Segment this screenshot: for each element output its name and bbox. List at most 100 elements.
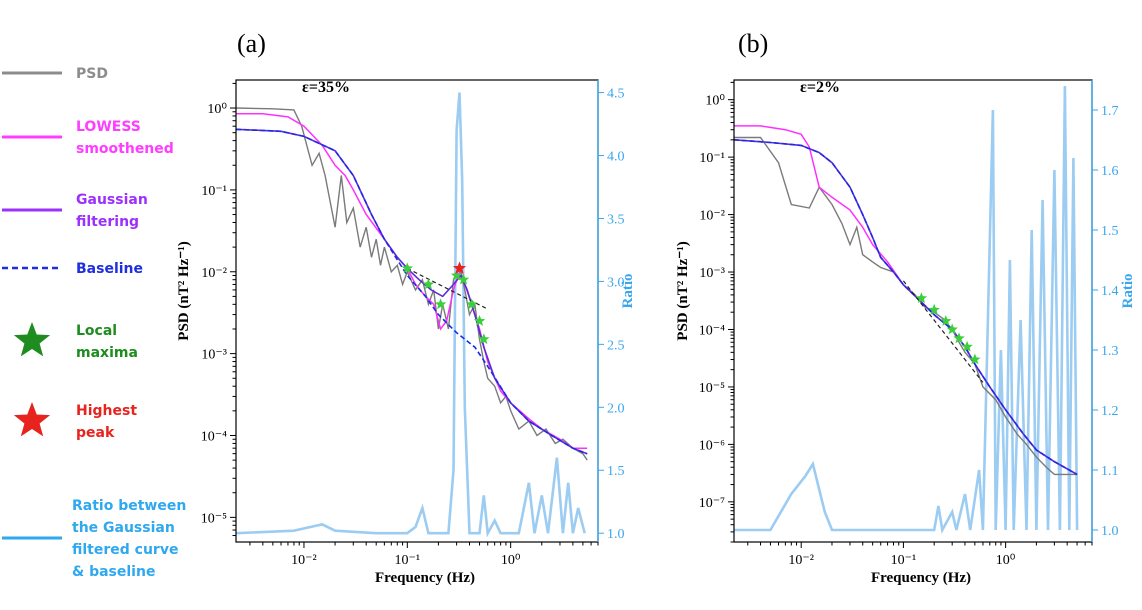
epsilon-annotation: ε=2% <box>800 79 840 96</box>
panel-label: (b) <box>738 29 768 58</box>
y-tick-label: 10⁻³ <box>201 348 227 363</box>
psd-series-line <box>236 107 588 461</box>
ratio-tick-label: 1.7 <box>1101 104 1119 119</box>
legend-label-lowess: LOWESS smoothened <box>76 119 174 157</box>
y-tick-label: 10⁰ <box>705 94 725 109</box>
legend-label-line: smoothened <box>76 141 174 157</box>
plot-area <box>236 92 588 538</box>
local-maximum-marker <box>434 298 447 310</box>
ratio-series-line <box>236 92 586 538</box>
ratio-tick-label: 1.4 <box>1101 284 1119 299</box>
local-maximum-marker <box>450 269 463 281</box>
ratio-tick-label: 1.3 <box>1101 344 1119 359</box>
legend-label-gauss: Gaussian filtering <box>76 192 148 230</box>
ratio-tick-label: 1.2 <box>1101 404 1119 419</box>
legend-label-line: filtering <box>76 214 139 230</box>
legend-label-baseline: Baseline <box>76 261 143 277</box>
plot-area <box>734 85 1079 534</box>
x-tick-label: 10⁰ <box>501 553 521 568</box>
panel-label: (a) <box>237 29 266 58</box>
epsilon-annotation: ε=35% <box>302 79 350 96</box>
ratio-axis-label: Ratio <box>620 274 636 309</box>
legend-label-line: Baseline <box>76 261 143 277</box>
x-tick-label: 10⁻² <box>788 553 814 568</box>
local-maximum-marker <box>422 278 435 290</box>
local-maximum-marker <box>961 340 973 352</box>
ratio-tick-label: 4.5 <box>607 87 625 102</box>
ratio-tick-label: 2.0 <box>607 401 625 416</box>
legend-label-peak: Highest peak <box>76 403 137 441</box>
legend-label-line: maxima <box>76 345 138 361</box>
legend-label-psd: PSD <box>76 66 108 82</box>
legend-swatch-localmax <box>13 322 51 357</box>
y-tick-label: 10⁻⁵ <box>699 381 725 396</box>
y-tick-label: 10⁰ <box>207 102 227 117</box>
legend-label-line: Local <box>76 323 117 339</box>
ratio-tick-label: 1.0 <box>607 527 625 542</box>
trend-fit-line <box>407 267 488 310</box>
ratio-tick-label: 1.0 <box>1101 524 1119 539</box>
y-axis-label: PSD (nT² Hz⁻¹) <box>675 241 691 340</box>
legend-label-localmax: Local maxima <box>76 323 138 361</box>
legend-label-ratio: Ratio between the Gaussian filtered curve &… <box>72 498 186 580</box>
y-tick-label: 10⁻¹ <box>699 151 725 166</box>
ratio-tick-label: 1.5 <box>1101 224 1119 239</box>
baseline-series-line <box>734 139 1078 476</box>
legend-label-line: LOWESS <box>76 119 141 135</box>
x-axis-label: Frequency (Hz) <box>871 570 971 586</box>
y-tick-label: 10⁻⁴ <box>201 429 227 444</box>
baseline-series-line <box>236 128 588 455</box>
ratio-tick-label: 2.5 <box>607 338 625 353</box>
legend-label-line: Ratio between <box>72 498 186 514</box>
x-tick-label: 10⁻¹ <box>891 553 917 568</box>
legend-label-line: Gaussian <box>76 192 148 208</box>
local-maximum-marker <box>457 273 470 285</box>
legend-label-line: peak <box>76 425 115 441</box>
ratio-tick-label: 1.1 <box>1101 464 1119 479</box>
y-tick-label: 10⁻⁶ <box>699 438 725 453</box>
y-tick-label: 10⁻⁵ <box>201 511 227 526</box>
gaussian-series-line <box>236 128 588 455</box>
x-tick-label: 10⁻¹ <box>395 553 421 568</box>
local-maximum-marker <box>401 262 413 274</box>
local-maximum-marker <box>946 323 958 335</box>
legend-label-line: the Gaussian <box>72 520 175 536</box>
local-maximum-marker <box>969 353 981 365</box>
x-tick-label: 10⁰ <box>996 553 1016 568</box>
y-tick-label: 10⁻² <box>201 266 227 281</box>
ratio-tick-label: 3.5 <box>607 212 625 227</box>
panel-b-chart: 10⁻² 10⁻¹ 10⁰ 10⁰ 10⁻¹ 10⁻² 10⁻³ 10⁻⁴ 10⁻⁵ 10⁻⁶ 10… <box>675 29 1136 586</box>
ratio-axis-label: Ratio <box>1120 274 1136 309</box>
y-axis-label: PSD (nT² Hz⁻¹) <box>176 241 192 340</box>
y-tick-label: 10⁻⁴ <box>699 323 725 338</box>
local-maximum-marker <box>953 332 965 344</box>
legend-label-line: PSD <box>76 66 108 82</box>
legend-label-line: Highest <box>76 403 137 419</box>
ratio-series-line <box>734 85 1079 534</box>
legend-swatch-peak <box>13 402 51 437</box>
y-tick-label: 10⁻³ <box>699 266 725 281</box>
ratio-tick-label: 1.6 <box>1101 164 1119 179</box>
psd-series-line <box>734 136 1078 476</box>
panel-a-chart: 10⁻² 10⁻¹ 10⁰ 10⁰ 10⁻¹ 10⁻² 10⁻³ 10⁻⁴ 10⁻⁵ 1.0 1.5… <box>176 29 636 586</box>
trend-fit-line <box>902 280 984 383</box>
legend-label-line: & baseline <box>72 564 155 580</box>
y-tick-label: 10⁻⁷ <box>699 496 725 511</box>
x-tick-label: 10⁻² <box>291 553 317 568</box>
lowess-series-line <box>734 125 1078 476</box>
x-axis-label: Frequency (Hz) <box>375 570 475 586</box>
local-maximum-marker <box>478 333 490 345</box>
local-maximum-marker <box>928 303 940 315</box>
legend-label-line: filtered curve <box>72 542 178 558</box>
plot-frame <box>235 79 599 543</box>
local-maximum-marker <box>466 298 478 310</box>
local-maximum-marker <box>473 315 486 326</box>
y-tick-label: 10⁻² <box>699 209 725 224</box>
ratio-tick-label: 4.0 <box>607 150 625 165</box>
ratio-tick-label: 3.0 <box>607 275 625 290</box>
local-maximum-marker <box>940 315 952 326</box>
ratio-tick-label: 1.5 <box>607 464 625 479</box>
legend: PSD LOWESS smoothened Gaussian filtering Base… <box>2 66 186 580</box>
local-maximum-marker <box>915 292 928 304</box>
